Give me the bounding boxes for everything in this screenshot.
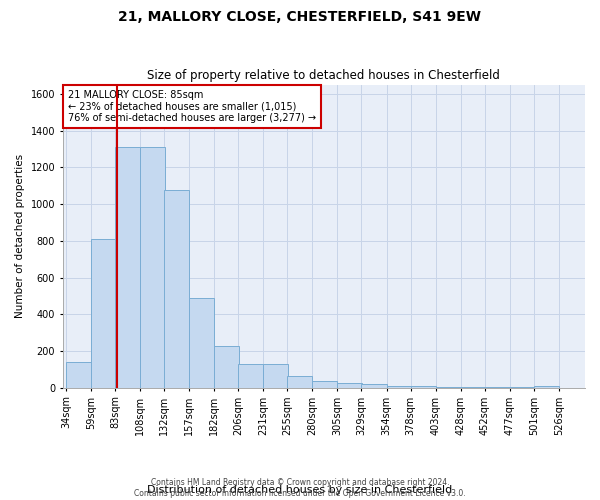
Text: Distribution of detached houses by size in Chesterfield: Distribution of detached houses by size … bbox=[148, 485, 452, 495]
Bar bbox=[115, 147, 140, 388]
Text: 21 MALLORY CLOSE: 85sqm
← 23% of detached houses are smaller (1,015)
76% of semi: 21 MALLORY CLOSE: 85sqm ← 23% of detache… bbox=[68, 90, 316, 124]
Bar bbox=[436, 387, 461, 388]
Bar bbox=[337, 384, 362, 388]
Text: Contains HM Land Registry data © Crown copyright and database right 2024.
Contai: Contains HM Land Registry data © Crown c… bbox=[134, 478, 466, 498]
Bar bbox=[189, 298, 214, 388]
Bar bbox=[238, 364, 263, 388]
Bar bbox=[214, 346, 239, 388]
Y-axis label: Number of detached properties: Number of detached properties bbox=[15, 154, 25, 318]
Text: 21, MALLORY CLOSE, CHESTERFIELD, S41 9EW: 21, MALLORY CLOSE, CHESTERFIELD, S41 9EW bbox=[119, 10, 482, 24]
Bar bbox=[361, 384, 386, 388]
Bar bbox=[91, 239, 116, 388]
Bar bbox=[461, 387, 486, 388]
Bar bbox=[66, 362, 91, 388]
Bar bbox=[263, 364, 289, 388]
Bar bbox=[140, 147, 165, 388]
Bar bbox=[386, 386, 412, 388]
Bar bbox=[287, 376, 313, 388]
Bar bbox=[313, 382, 337, 388]
Title: Size of property relative to detached houses in Chesterfield: Size of property relative to detached ho… bbox=[148, 69, 500, 82]
Bar bbox=[534, 386, 559, 388]
Bar bbox=[164, 190, 189, 388]
Bar bbox=[410, 386, 436, 388]
